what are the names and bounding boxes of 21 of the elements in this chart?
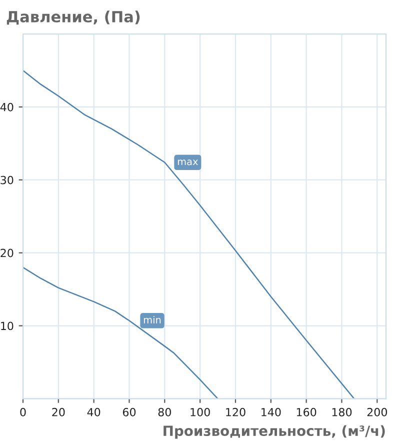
- x-tick-label: 160: [296, 408, 316, 416]
- x-axis-title: Производительность, (м³/ч): [164, 425, 385, 439]
- y-tick-label: 10: [1, 322, 14, 330]
- x-tick-label: 200: [367, 408, 388, 416]
- x-tick-label: 80: [158, 408, 171, 416]
- x-tick-label: 140: [262, 408, 281, 416]
- y-tick-label: 20: [0, 248, 14, 258]
- x-tick-label: 20: [52, 408, 65, 416]
- line-series: [23, 70, 355, 399]
- y-axis-title: Давление, (Па): [6, 10, 140, 25]
- y-tick-label: 40: [0, 102, 14, 112]
- y-tick-label: 30: [0, 176, 14, 184]
- x-tick-label: 60: [122, 408, 136, 416]
- x-tick-label: 40: [87, 408, 100, 416]
- series-label: min: [144, 316, 161, 324]
- x-tick-label: 180: [332, 408, 352, 416]
- x-tick-label: 0: [20, 408, 26, 416]
- x-tick-label: 120: [226, 408, 246, 416]
- x-tick-label: 100: [190, 408, 210, 416]
- line-series: [23, 266, 218, 399]
- series-label: max: [178, 160, 198, 166]
